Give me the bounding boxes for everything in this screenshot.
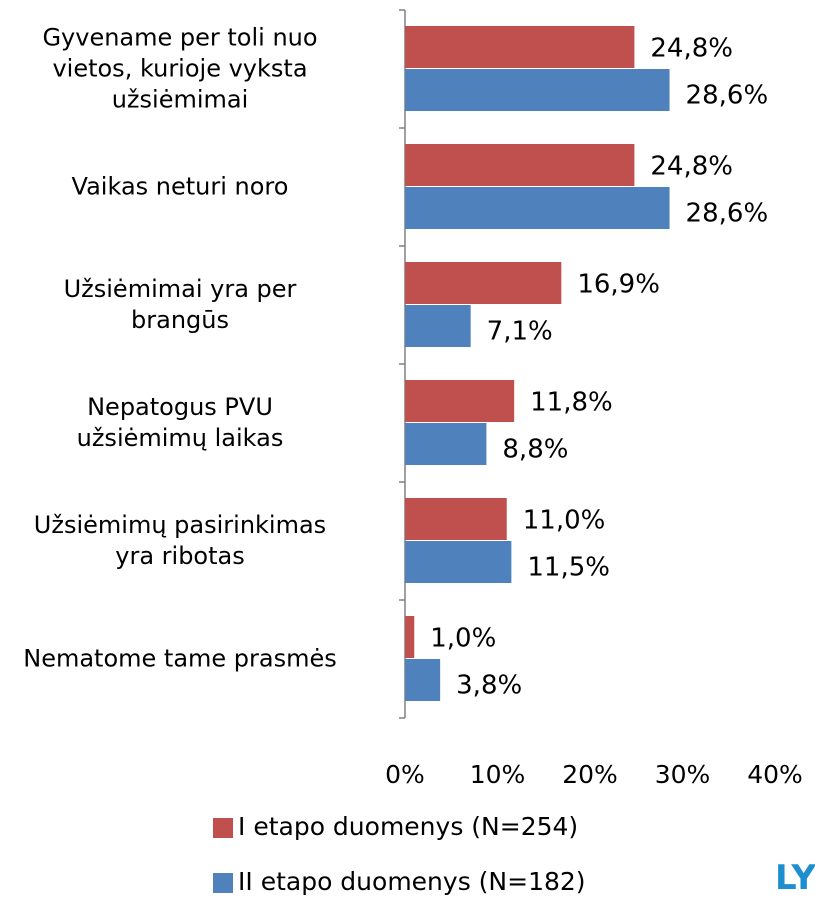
bar	[405, 616, 415, 658]
value-label: 7,1%	[487, 317, 553, 347]
x-tick-label: 20%	[562, 760, 618, 789]
category-label: Gyvename per toli nuo vietos, kurioje vy…	[42, 23, 318, 114]
value-label: 24,8%	[650, 34, 733, 64]
legend-label: II etapo duomenys (N=182)	[238, 867, 586, 896]
bar	[405, 541, 512, 583]
bar	[405, 26, 635, 68]
value-label: 8,8%	[502, 435, 568, 465]
category-label: Nematome tame prasmės	[23, 644, 337, 673]
value-label: 11,8%	[530, 388, 613, 418]
category-label: Užsiėmimų pasirinkimas yra ribotas	[33, 511, 327, 570]
value-label: 24,8%	[650, 152, 733, 182]
value-label: 28,6%	[686, 199, 769, 229]
value-label: 1,0%	[430, 624, 496, 654]
bar	[405, 498, 507, 540]
value-label: 11,0%	[523, 506, 606, 536]
bar	[405, 144, 635, 186]
x-tick-label: 30%	[655, 760, 711, 789]
x-tick-label: 0%	[385, 760, 425, 789]
value-label: 3,8%	[456, 671, 522, 701]
bar	[405, 187, 670, 229]
bar	[405, 659, 441, 701]
bar	[405, 423, 487, 465]
value-label: 11,5%	[527, 553, 610, 583]
legend-swatch	[213, 873, 233, 893]
x-tick-label: 40%	[747, 760, 803, 789]
bar	[405, 380, 515, 422]
value-label: 28,6%	[686, 81, 769, 111]
bar	[405, 305, 471, 347]
value-label: 16,9%	[577, 270, 660, 300]
category-label: Užsiėmimai yra per brangūs	[63, 275, 297, 334]
bar	[405, 262, 562, 304]
legend-label: I etapo duomenys (N=254)	[238, 812, 578, 841]
x-tick-label: 10%	[470, 760, 526, 789]
legend-swatch	[213, 818, 233, 838]
bar	[405, 69, 670, 111]
logo: LY	[775, 858, 815, 898]
category-label: Vaikas neturi noro	[71, 172, 289, 201]
category-label: Nepatogus PVU užsiėmimų laikas	[76, 393, 284, 452]
